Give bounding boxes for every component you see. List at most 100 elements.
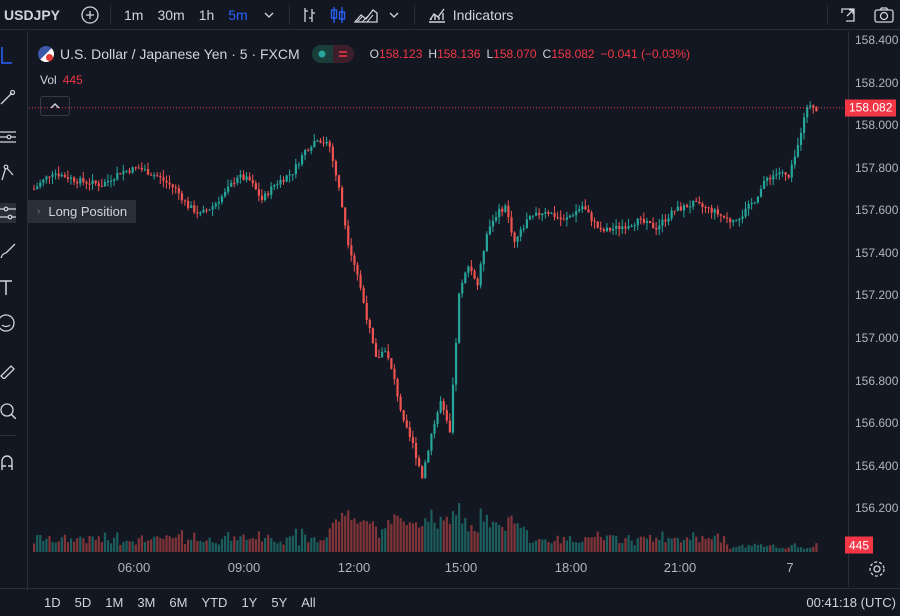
- candle-body: [267, 193, 270, 196]
- range-1m[interactable]: 1M: [105, 595, 124, 610]
- volume-bar: [769, 545, 772, 552]
- volume-bar: [621, 543, 624, 552]
- open-value: 158.123: [379, 47, 423, 61]
- price-tick-label: 158.000: [855, 118, 899, 133]
- ruler-icon[interactable]: [0, 361, 16, 381]
- interval-30m[interactable]: 30m: [157, 6, 185, 23]
- zoom-in-icon[interactable]: [0, 401, 16, 421]
- volume-bar: [430, 509, 433, 552]
- chevron-down-icon[interactable]: [257, 3, 281, 27]
- emoji-icon[interactable]: [0, 313, 16, 333]
- indicators-button[interactable]: Indicators: [421, 5, 520, 25]
- volume-bar: [809, 547, 812, 552]
- time-axis[interactable]: 06:00 09:00 12:00 15:00 18:00 21:00 7: [29, 556, 848, 584]
- volume-bar: [356, 523, 359, 552]
- divider: [110, 4, 111, 25]
- series-title[interactable]: U.S. Dollar / Japanese Yen · 5 · FXCM: [60, 46, 300, 62]
- change-value: −0.041 (−0.03%): [600, 47, 691, 61]
- chevron-down-icon[interactable]: [382, 3, 406, 27]
- interval-1m[interactable]: 1m: [124, 6, 144, 23]
- candle-body: [217, 202, 220, 204]
- price-axis[interactable]: 158.400 158.200 158.000 157.800 157.600 157.4…: [848, 31, 900, 587]
- volume-bar: [781, 547, 784, 552]
- position-tool-icon[interactable]: [0, 203, 16, 223]
- volume-bar: [433, 522, 436, 552]
- volume-bar: [341, 512, 344, 552]
- volume-bar: [756, 545, 759, 552]
- interval-5m[interactable]: 5m: [228, 6, 248, 23]
- range-1y[interactable]: 1Y: [241, 595, 258, 610]
- volume-bar: [245, 539, 248, 552]
- volume-bar: [227, 532, 230, 552]
- volume-bar: [260, 541, 264, 552]
- range-ytd[interactable]: YTD: [201, 595, 228, 610]
- candle-body: [461, 282, 464, 294]
- candle-body: [513, 232, 516, 242]
- magnet-icon[interactable]: [0, 453, 16, 473]
- volume-label[interactable]: Vol: [40, 73, 57, 87]
- candle-body: [649, 221, 652, 223]
- range-all[interactable]: All: [301, 595, 316, 610]
- volume-bar: [328, 528, 331, 552]
- candle-body: [799, 132, 803, 145]
- candle-body: [676, 206, 679, 211]
- volume-bar: [467, 531, 470, 552]
- bars-chart-type-icon[interactable]: [298, 3, 322, 27]
- volume-bar: [575, 542, 578, 552]
- volume-bar: [436, 528, 439, 552]
- interval-1h[interactable]: 1h: [198, 6, 215, 23]
- price-chart[interactable]: [29, 31, 847, 587]
- compare-add-icon[interactable]: [78, 3, 102, 27]
- cursor-icon[interactable]: [0, 45, 16, 65]
- candle-body: [319, 140, 322, 143]
- candle-body: [495, 217, 498, 221]
- volume-bar: [294, 528, 297, 552]
- range-5d[interactable]: 5D: [74, 595, 92, 610]
- camera-icon[interactable]: [872, 3, 896, 27]
- range-3m[interactable]: 3M: [137, 595, 156, 610]
- volume-bar: [451, 511, 455, 552]
- price-tick-label: 157.600: [855, 203, 899, 218]
- volume-bar: [285, 537, 288, 552]
- volume-bar: [187, 539, 190, 552]
- candle-body: [190, 205, 193, 208]
- range-5y[interactable]: 5Y: [271, 595, 288, 610]
- candle-body: [88, 183, 91, 185]
- collapse-legend-button[interactable]: [40, 96, 70, 116]
- volume-bar: [658, 540, 661, 552]
- trend-line-icon[interactable]: [0, 87, 16, 107]
- symbol-search-button[interactable]: USDJPY: [4, 6, 61, 23]
- volume-bar: [787, 547, 790, 552]
- candle-body: [738, 218, 741, 221]
- utc-clock[interactable]: 00:41:18 (UTC): [806, 595, 896, 610]
- volume-bar: [82, 538, 85, 552]
- fib-retracement-icon[interactable]: [0, 127, 16, 147]
- candle-body: [359, 274, 362, 288]
- time-tick-label: 21:00: [663, 560, 697, 575]
- volume-bar: [692, 532, 695, 552]
- area-chart-type-icon[interactable]: [353, 3, 378, 27]
- volume-bar: [615, 535, 618, 552]
- candle-body: [242, 174, 245, 180]
- candle-body: [214, 203, 217, 207]
- volume-bar: [54, 542, 57, 552]
- volume-bar: [464, 517, 467, 552]
- fullscreen-icon[interactable]: [836, 3, 860, 27]
- text-tool-icon[interactable]: [0, 277, 16, 297]
- settings-gear-icon[interactable]: [868, 560, 886, 578]
- volume-bar: [522, 526, 525, 552]
- brush-icon[interactable]: [0, 241, 16, 261]
- market-status-pill[interactable]: [311, 45, 354, 63]
- range-1d[interactable]: 1D: [44, 595, 61, 610]
- volume-bar: [488, 527, 492, 552]
- candle-body: [766, 177, 769, 181]
- volume-bar: [784, 548, 787, 552]
- volume-bar: [627, 535, 630, 552]
- pattern-icon[interactable]: [0, 163, 16, 183]
- candle-body: [624, 226, 627, 229]
- volume-bar: [177, 534, 180, 552]
- candles-chart-type-icon[interactable]: [326, 3, 350, 27]
- range-6m[interactable]: 6M: [169, 595, 188, 610]
- volume-bar: [233, 536, 236, 552]
- candle-body: [538, 212, 541, 216]
